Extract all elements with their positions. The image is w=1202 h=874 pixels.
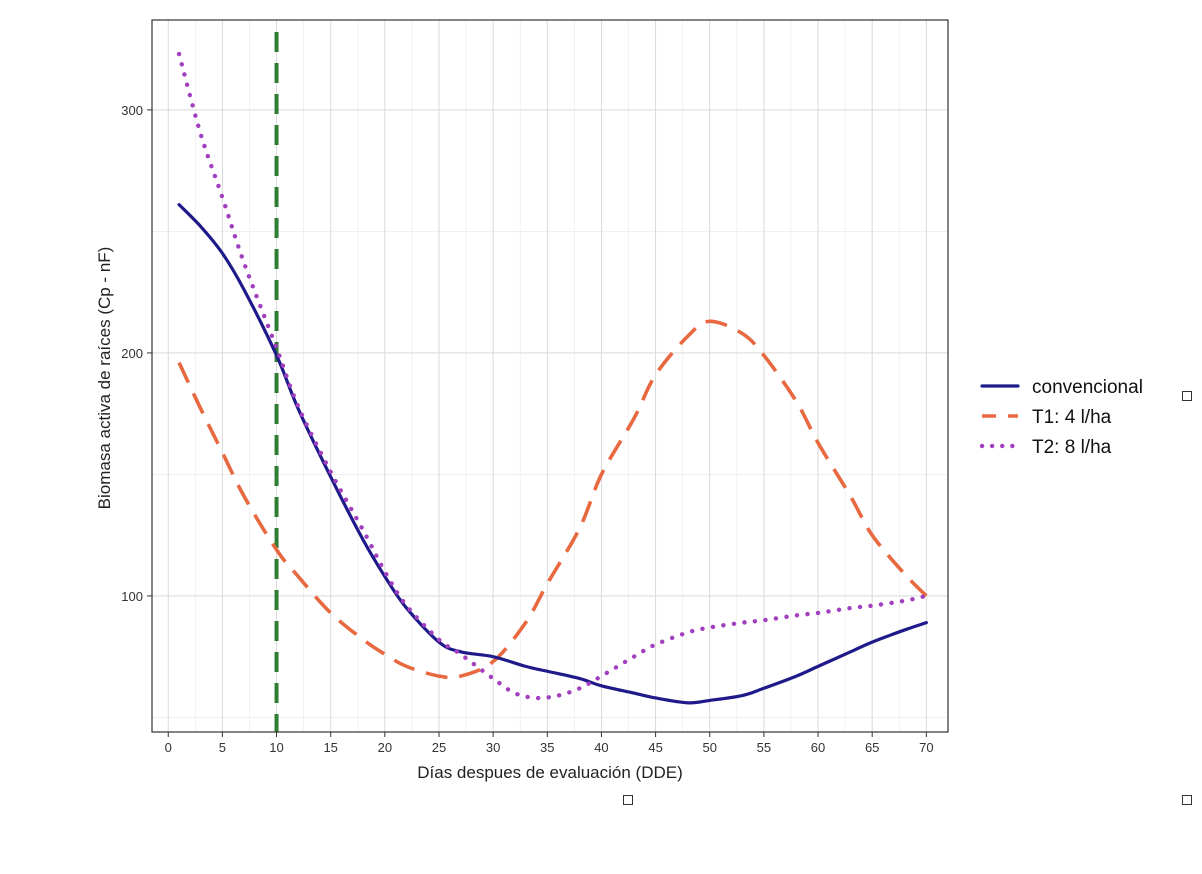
plot-border [151,19,949,733]
legend-label-1: T1: 4 l/ha [1032,407,1112,428]
legend-label-2: T2: 8 l/ha [1032,437,1112,458]
y-tick-label: 100 [121,589,143,604]
x-tick-label: 15 [323,740,337,755]
x-tick-label: 35 [540,740,554,755]
placeholder-box-icon [623,795,633,805]
series-lines [176,51,929,705]
x-tick-label: 45 [648,740,662,755]
y-axis-ticks: 100 200 300 [121,103,152,604]
x-tick-label: 70 [919,740,933,755]
x-tick-label: 65 [865,740,879,755]
minor-gridlines [152,20,948,732]
x-tick-label: 30 [486,740,500,755]
legend-label-0: convencional [1032,377,1143,398]
placeholder-box-icon [1182,391,1192,401]
major-gridlines [152,20,948,732]
series-line-0 [177,203,928,705]
x-tick-label: 0 [165,740,172,755]
x-tick-label: 10 [269,740,283,755]
x-tick-label: 25 [432,740,446,755]
y-tick-label: 300 [121,103,143,118]
legend: convencional T1: 4 l/ha T2: 8 l/ha [979,377,1143,458]
x-tick-label: 60 [811,740,825,755]
x-tick-label: 50 [703,740,717,755]
y-axis-title: Biomasa activa de raíces (Cp - nF) [95,247,114,510]
x-tick-label: 40 [594,740,608,755]
x-tick-label: 5 [219,740,226,755]
series-line-1 [177,319,928,680]
series-line-2 [176,51,929,701]
plot-panel [152,20,948,732]
x-axis-ticks: 0 5 10 15 20 25 30 35 40 45 50 55 60 65 70 [165,732,934,755]
x-tick-label: 55 [757,740,771,755]
y-tick-label: 200 [121,346,143,361]
x-axis-title: Días despues de evaluación (DDE) [417,763,683,782]
x-tick-label: 20 [378,740,392,755]
placeholder-box-icon [1182,795,1192,805]
